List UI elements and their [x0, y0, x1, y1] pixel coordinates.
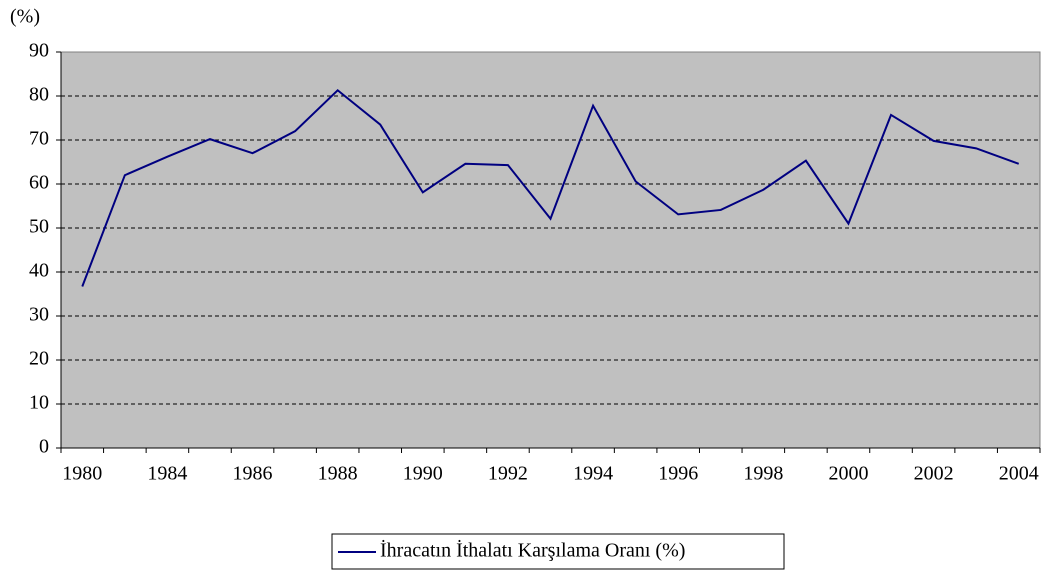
y-tick-label: 20	[29, 348, 49, 370]
x-tick-label: 1988	[318, 463, 358, 485]
y-tick-label: 30	[29, 304, 49, 326]
y-tick-label: 90	[29, 40, 49, 62]
data-line	[81, 88, 1020, 287]
x-tick-label: 1984	[147, 463, 187, 485]
x-tick-label: 1990	[403, 463, 443, 485]
x-tick-label: 2002	[914, 463, 954, 485]
x-tick-label: 1996	[658, 463, 698, 485]
legend-box	[331, 533, 785, 570]
x-tick-label: 1992	[488, 463, 528, 485]
y-tick-label: 0	[39, 436, 49, 458]
x-tick-label: 2004	[999, 463, 1039, 485]
y-tick-label: 10	[29, 392, 49, 414]
y-axis-label: (%)	[10, 6, 40, 28]
y-tick-label: 50	[29, 216, 49, 238]
y-tick-label: 70	[29, 128, 49, 150]
plot-area	[60, 51, 1041, 449]
y-tick-label: 60	[29, 172, 49, 194]
legend-label: İhracatın İthalatı Karşılama Oranı (%)	[380, 539, 685, 562]
y-tick-label: 80	[29, 84, 49, 106]
x-tick-label: 1998	[743, 463, 783, 485]
x-tick-label: 1980	[62, 463, 102, 485]
y-tick-label: 40	[29, 260, 49, 282]
x-tick-label: 1986	[233, 463, 273, 485]
x-tick-label: 1994	[573, 463, 613, 485]
x-tick-label: 2000	[828, 463, 868, 485]
